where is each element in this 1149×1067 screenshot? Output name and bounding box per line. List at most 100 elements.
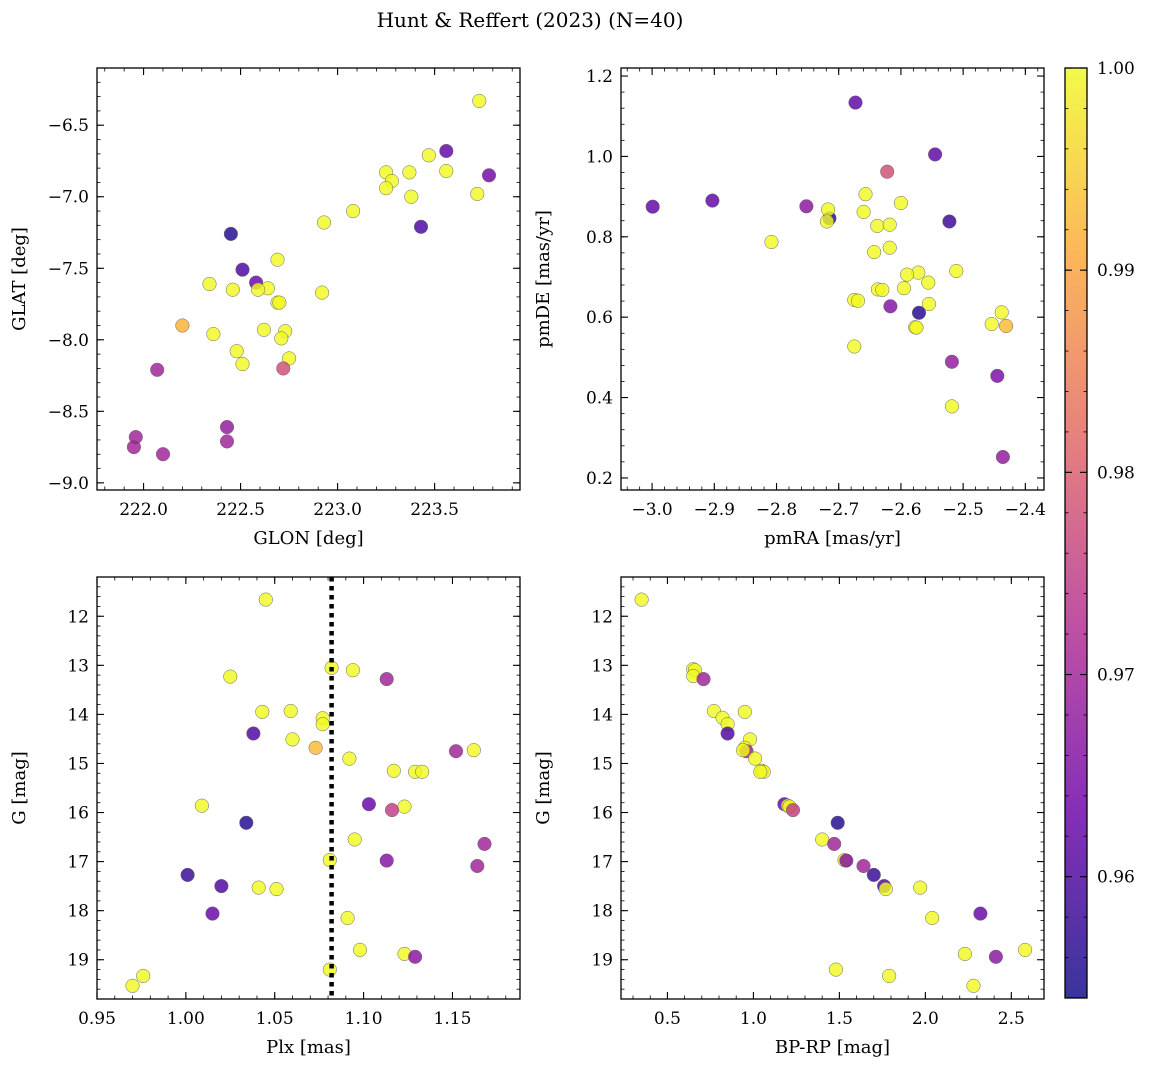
y-tick-label: −7.0 [48, 188, 89, 208]
colorbar-gradient [1064, 67, 1088, 999]
y-tick-label: 17 [591, 853, 613, 873]
data-point [705, 193, 720, 208]
data-point [880, 164, 895, 179]
x-tick-label: 223.0 [313, 500, 362, 520]
data-point [815, 832, 830, 847]
data-point [995, 449, 1010, 465]
y-tick-label: 1.2 [586, 67, 613, 87]
data-point [379, 672, 394, 687]
colorbar: 0.96 0.97 0.98 0.99 1.00 [1064, 59, 1135, 999]
x-tick-label: 0.95 [78, 1009, 116, 1029]
data-point [225, 282, 240, 297]
y-tick-label: 13 [67, 656, 89, 676]
data-point [994, 305, 1009, 320]
data-point [308, 740, 323, 755]
data-point [379, 181, 394, 196]
colorbar-tick-label: 1.00 [1097, 59, 1135, 79]
colorbar-tick-label: 0.97 [1097, 666, 1135, 686]
data-point [256, 322, 271, 337]
data-point [283, 703, 298, 719]
data-point [246, 726, 261, 741]
data-point [984, 316, 999, 332]
data-point [202, 276, 217, 292]
data-point [239, 815, 254, 830]
data-point [315, 285, 330, 300]
data-point [251, 282, 266, 297]
data-point [957, 946, 972, 961]
x-tick-label: −2.4 [1005, 500, 1046, 520]
x-tick-label: −2.6 [880, 500, 921, 520]
data-point [999, 318, 1014, 334]
data-point [847, 339, 862, 354]
data-point [258, 592, 273, 607]
x-tick-label: 223.5 [410, 500, 459, 520]
data-point [737, 704, 752, 719]
data-point [900, 267, 915, 282]
data-point [909, 320, 924, 335]
x-tick-label: 1.15 [434, 1009, 472, 1029]
data-point [223, 226, 238, 241]
panel-bprp-g: 0.5 1.0 1.5 2.0 2.5 12 13 14 15 16 17 18 19 BP-RP [ma… [533, 576, 1045, 1058]
x-tick-label: −2.7 [818, 500, 859, 520]
data-point [1018, 942, 1033, 957]
data-point [856, 204, 871, 219]
data-points [645, 95, 1014, 465]
data-point [421, 148, 436, 163]
y-tick-label: 16 [67, 804, 89, 824]
data-point [875, 282, 890, 297]
y-tick-label: 15 [591, 754, 613, 774]
data-point [361, 797, 376, 812]
data-point [944, 399, 959, 414]
data-point [466, 743, 481, 758]
data-point [342, 751, 357, 766]
data-point [882, 217, 897, 232]
data-point [472, 93, 487, 108]
panel-pmra-pmde: −3.0 −2.9 −2.8 −2.7 −2.6 −2.5 −2.4 0.2 0.4 0.6 0.8… [533, 67, 1046, 549]
data-point [736, 743, 751, 758]
data-point [136, 968, 151, 983]
data-point [821, 202, 836, 217]
data-point [830, 815, 845, 830]
data-point [219, 434, 235, 449]
y-tick-label: 1.0 [586, 147, 613, 167]
data-point [477, 836, 492, 851]
figure-title: Hunt & Reffert (2023) (N=40) [377, 8, 684, 32]
data-point [448, 744, 464, 759]
data-point [819, 214, 834, 229]
data-point [219, 420, 235, 435]
data-point [481, 168, 497, 183]
data-point [720, 726, 735, 741]
x-tick-label: 1.0 [740, 1009, 767, 1029]
data-point [214, 879, 229, 894]
data-point [340, 910, 355, 926]
data-point [439, 163, 454, 179]
data-point [696, 672, 711, 687]
x-tick-label: −2.8 [756, 500, 797, 520]
minor-ticks [621, 576, 1044, 1000]
data-point [634, 592, 649, 607]
y-tick-label: 0.6 [586, 308, 613, 328]
data-point [379, 853, 394, 868]
data-point [928, 147, 943, 162]
colorbar-tick-label: 0.96 [1097, 868, 1135, 888]
x-axis-label: Plx [mas] [266, 1037, 351, 1058]
data-point [276, 361, 291, 376]
y-tick-label: 14 [67, 705, 89, 725]
data-point [404, 189, 419, 204]
x-tick-label: −2.5 [942, 500, 983, 520]
data-point [925, 910, 940, 926]
data-point [858, 187, 873, 202]
data-point [415, 764, 430, 779]
data-point [942, 214, 957, 229]
data-point [315, 717, 330, 732]
minor-ticks [96, 576, 520, 1000]
axes-frame [620, 67, 1045, 491]
data-points [126, 93, 497, 462]
colorbar-tick-label: 0.98 [1097, 463, 1135, 483]
y-axis-label: G [mag] [533, 751, 554, 824]
data-point [470, 858, 485, 874]
data-point [274, 331, 289, 346]
x-tick-label: 1.00 [167, 1009, 205, 1029]
data-point [175, 318, 190, 333]
